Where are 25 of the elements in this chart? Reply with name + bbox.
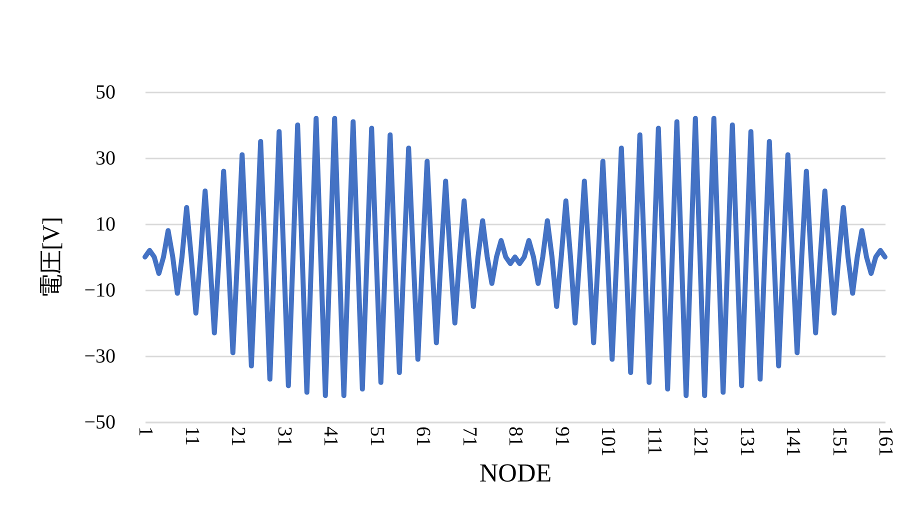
x-tick-label: 11 bbox=[180, 426, 203, 446]
x-tick-label: 61 bbox=[412, 426, 434, 446]
x-tick-label: 161 bbox=[874, 426, 896, 456]
x-tick-label: 1 bbox=[134, 426, 156, 436]
y-tick-label: 10 bbox=[96, 214, 116, 236]
x-tick-label: 111 bbox=[643, 426, 666, 456]
x-tick-label: 71 bbox=[458, 426, 480, 446]
y-tick-label: −50 bbox=[84, 412, 116, 434]
x-tick-label: 121 bbox=[690, 426, 712, 456]
y-axis-title: 電圧[V] bbox=[39, 216, 66, 298]
y-tick-label: 50 bbox=[96, 82, 116, 104]
x-tick-label: 151 bbox=[828, 426, 850, 456]
x-tick-label: 41 bbox=[320, 426, 342, 446]
x-tick-label: 51 bbox=[366, 426, 388, 446]
x-tick-label: 101 bbox=[597, 426, 619, 456]
x-axis-title: NODE bbox=[479, 458, 552, 488]
x-tick-label: 141 bbox=[782, 426, 804, 456]
x-tick-label: 91 bbox=[550, 426, 573, 446]
y-tick-label: 30 bbox=[96, 148, 116, 170]
y-tick-label: −30 bbox=[84, 346, 116, 368]
x-tick-label: 31 bbox=[273, 426, 296, 446]
x-tick-label: 81 bbox=[504, 426, 526, 446]
x-tick-label: 21 bbox=[227, 426, 249, 446]
y-tick-label: −10 bbox=[84, 280, 116, 302]
x-tick-label: 131 bbox=[736, 426, 758, 456]
